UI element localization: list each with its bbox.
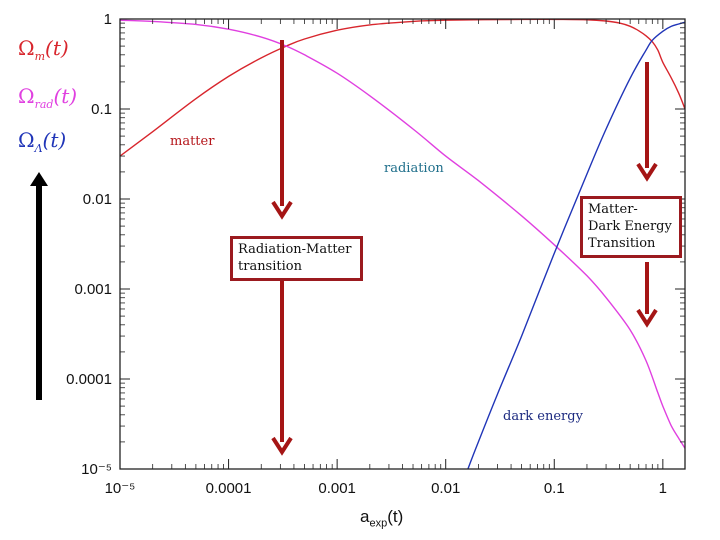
- y-tick-label: 0.001: [74, 281, 112, 298]
- series-line-dark-energy: [467, 21, 685, 469]
- legend-subscript: m: [34, 50, 46, 63]
- x-tick-label: 1: [659, 480, 667, 497]
- legend-arg: (t): [45, 36, 69, 60]
- arrow-head: [271, 436, 293, 456]
- legend-symbol: Ω: [18, 128, 35, 152]
- dark-energy-label: dark energy: [503, 409, 583, 424]
- radiation-matter-transition-box: Radiation-Matter transition: [230, 236, 363, 281]
- legend-symbol: Ω: [18, 36, 35, 60]
- legend-subscript: rad: [34, 98, 54, 111]
- series-line-radiation: [120, 19, 685, 449]
- matter-label: matter: [170, 134, 215, 149]
- de-transition-arrow-lower: [636, 262, 658, 328]
- transition-arrow-upper: [271, 40, 293, 220]
- x-axis-label: aexp(t): [360, 507, 403, 529]
- legend-item-matter: Ωm(t): [18, 36, 69, 63]
- legend-subscript: Λ: [34, 142, 43, 155]
- x-tick-label: 0.1: [544, 480, 565, 497]
- matter-dark-energy-transition-box: Matter- Dark Energy Transition: [580, 196, 682, 258]
- y-tick-label: 0.1: [91, 101, 112, 118]
- arrow-head: [30, 172, 48, 186]
- increasing-arrow: [30, 172, 48, 400]
- y-tick-label: 0.01: [83, 191, 112, 208]
- x-tick-label: 0.001: [318, 480, 356, 497]
- callout-line: transition: [238, 259, 302, 274]
- x-axis-label-sub: exp: [369, 517, 388, 530]
- radiation-label: radiation: [384, 161, 444, 176]
- legend-arg: (t): [42, 128, 67, 152]
- x-tick-label: 10⁻⁵: [105, 480, 136, 497]
- x-tick-label: 0.0001: [206, 480, 252, 497]
- callout-line: Radiation-Matter: [238, 242, 352, 257]
- x-tick-label: 0.01: [431, 480, 460, 497]
- y-tick-label: 1: [104, 11, 112, 28]
- legend-arg: (t): [53, 84, 78, 108]
- y-tick-label: 0.0001: [66, 371, 112, 388]
- arrow-head: [271, 200, 293, 220]
- legend-item-dark-energy: ΩΛ(t): [18, 128, 66, 155]
- arrow-head: [636, 308, 658, 328]
- x-axis-label-base: a: [360, 507, 370, 526]
- arrow-head: [636, 162, 658, 182]
- callout-line: Dark Energy: [588, 219, 672, 234]
- legend-symbol: Ω: [18, 84, 35, 108]
- y-tick-label: 10⁻⁵: [81, 461, 112, 478]
- legend-item-radiation: Ωrad(t): [18, 84, 77, 111]
- x-axis-label-arg: (t): [387, 507, 404, 526]
- transition-arrow-lower: [271, 276, 293, 456]
- de-transition-arrow-upper: [636, 62, 658, 182]
- callout-line: Matter-: [588, 202, 638, 217]
- callout-line: Transition: [588, 236, 656, 251]
